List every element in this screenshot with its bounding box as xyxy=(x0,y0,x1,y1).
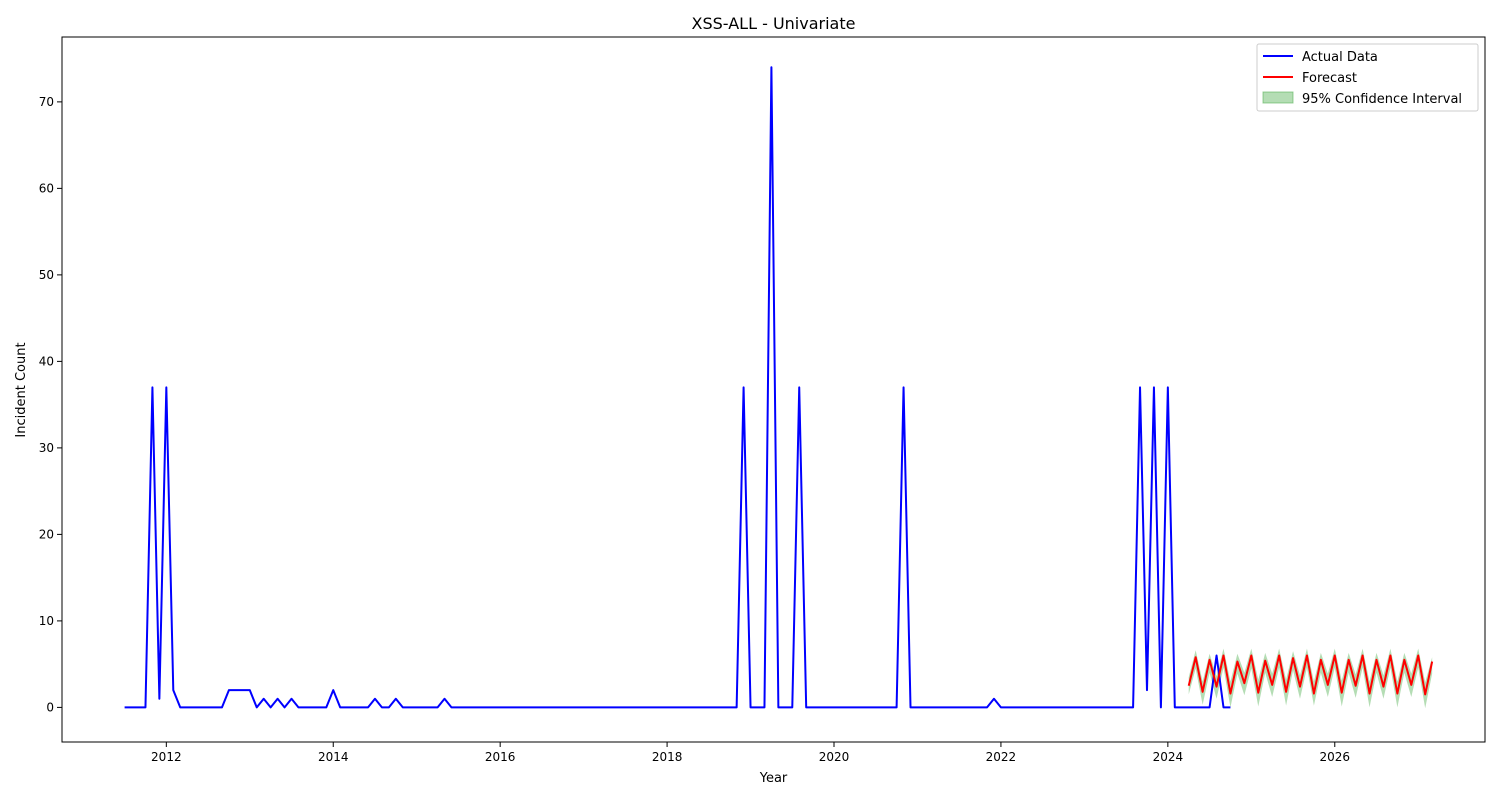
y-tick-label: 40 xyxy=(39,354,54,368)
y-tick-label: 60 xyxy=(39,181,54,195)
x-tick-label: 2016 xyxy=(485,750,516,764)
legend-ci-label: 95% Confidence Interval xyxy=(1302,92,1462,107)
legend-box xyxy=(1256,43,1479,112)
chart-title: XSS-ALL - Univariate xyxy=(692,14,856,33)
forecast-line xyxy=(1187,654,1434,696)
actual-data-line xyxy=(124,66,1231,709)
y-tick-label: 20 xyxy=(39,527,54,541)
plot-frame xyxy=(61,36,1486,743)
legend-actual-label: Actual Data xyxy=(1302,50,1378,65)
legend-forecast-label: Forecast xyxy=(1302,71,1357,86)
y-tick-label: 30 xyxy=(39,441,54,455)
x-tick-label: 2018 xyxy=(652,750,683,764)
x-tick-label: 2012 xyxy=(151,750,182,764)
y-tick-label: 10 xyxy=(39,614,54,628)
x-tick-label: 2014 xyxy=(318,750,349,764)
x-tick-label: 2024 xyxy=(1153,750,1184,764)
x-axis-title: Year xyxy=(759,771,788,786)
y-tick-label: 70 xyxy=(39,95,54,109)
y-axis-ticks: 0 10 20 30 40 50 60 70 xyxy=(39,95,62,714)
y-axis-title: Incident Count xyxy=(14,342,29,437)
x-tick-label: 2026 xyxy=(1319,750,1350,764)
legend: Actual Data Forecast 95% Confidence Inte… xyxy=(1256,43,1479,112)
plot-area xyxy=(62,37,1485,742)
x-axis-ticks: 2012 2014 2016 2018 2020 2022 2024 2026 xyxy=(151,742,1350,764)
y-tick-label: 0 xyxy=(46,700,54,714)
y-tick-label: 50 xyxy=(39,268,54,282)
forecast-layer xyxy=(1187,654,1434,696)
actual-data-layer xyxy=(124,66,1231,709)
x-tick-label: 2022 xyxy=(986,750,1017,764)
x-tick-label: 2020 xyxy=(819,750,850,764)
legend-ci-swatch xyxy=(1262,91,1294,104)
